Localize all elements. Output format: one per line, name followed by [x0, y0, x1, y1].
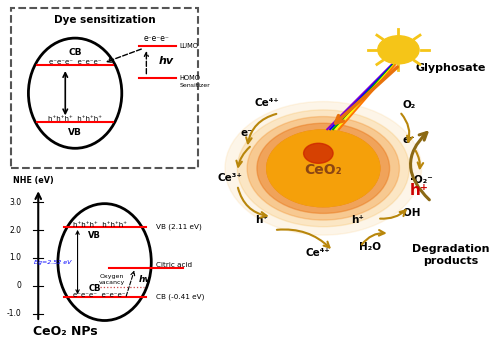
Text: h⁺: h⁺: [351, 215, 364, 225]
Text: Sensitizer: Sensitizer: [180, 83, 210, 88]
Circle shape: [257, 123, 390, 214]
Text: Ce⁴⁺: Ce⁴⁺: [306, 249, 330, 258]
Ellipse shape: [58, 204, 152, 321]
Text: 0: 0: [16, 281, 21, 290]
Circle shape: [238, 110, 410, 227]
Text: VB: VB: [68, 128, 82, 137]
Text: Citric acid: Citric acid: [156, 262, 192, 268]
Text: HOMO: HOMO: [180, 75, 201, 81]
Ellipse shape: [28, 38, 122, 148]
Text: ·OH: ·OH: [398, 208, 420, 218]
Text: CB: CB: [88, 284, 101, 293]
Text: H₂O: H₂O: [359, 242, 381, 252]
Text: e⁻e⁻e⁻  e⁻e⁻e⁻: e⁻e⁻e⁻ e⁻e⁻e⁻: [74, 292, 126, 299]
Circle shape: [267, 130, 380, 207]
Text: CeO₂ NPs: CeO₂ NPs: [33, 325, 98, 338]
Text: e⁻e⁻e⁻  e⁻e⁻e⁻: e⁻e⁻e⁻ e⁻e⁻e⁻: [49, 59, 102, 65]
Text: CeO₂: CeO₂: [304, 163, 342, 177]
Text: h⁺h⁺h⁺  h⁺h⁺h⁺: h⁺h⁺h⁺ h⁺h⁺h⁺: [48, 116, 102, 122]
Circle shape: [378, 36, 419, 64]
Text: -1.0: -1.0: [6, 309, 21, 318]
Text: 2.0: 2.0: [9, 225, 21, 235]
Text: Dye sensitization: Dye sensitization: [54, 15, 156, 25]
Text: ·O₂⁻: ·O₂⁻: [410, 175, 433, 185]
FancyBboxPatch shape: [11, 8, 198, 168]
Text: e⁻e⁻e⁻: e⁻e⁻e⁻: [143, 34, 169, 42]
Text: 3.0: 3.0: [9, 198, 21, 207]
Text: h⁺: h⁺: [256, 215, 268, 225]
Text: e⁻: e⁻: [241, 128, 254, 138]
Text: VB (2.11 eV): VB (2.11 eV): [156, 223, 202, 230]
Text: Ce³⁺: Ce³⁺: [218, 173, 242, 183]
Text: VB: VB: [88, 231, 101, 240]
Text: NHE (eV): NHE (eV): [13, 175, 54, 185]
Text: hv: hv: [139, 275, 151, 284]
Text: CB (-0.41 eV): CB (-0.41 eV): [156, 293, 204, 300]
Circle shape: [267, 130, 380, 207]
Text: 1.0: 1.0: [9, 253, 21, 262]
Text: hv: hv: [158, 56, 174, 66]
Text: Degradation
products: Degradation products: [412, 244, 490, 266]
Text: Eg=2.52 eV: Eg=2.52 eV: [34, 259, 72, 265]
Text: CB: CB: [68, 48, 82, 57]
Text: O₂: O₂: [402, 100, 416, 110]
Text: Glyphosate: Glyphosate: [416, 63, 486, 73]
Circle shape: [304, 143, 333, 163]
Circle shape: [225, 102, 422, 235]
Text: Ce⁴⁺: Ce⁴⁺: [254, 98, 279, 108]
Circle shape: [247, 117, 400, 220]
Text: LUMO: LUMO: [180, 44, 199, 49]
Text: e⁻: e⁻: [403, 135, 415, 145]
Text: Oxygen
vacancy: Oxygen vacancy: [99, 274, 125, 285]
Text: h⁺: h⁺: [410, 183, 428, 198]
Text: h⁺h⁺h⁺  h⁺h⁺h⁺: h⁺h⁺h⁺ h⁺h⁺h⁺: [72, 222, 126, 228]
